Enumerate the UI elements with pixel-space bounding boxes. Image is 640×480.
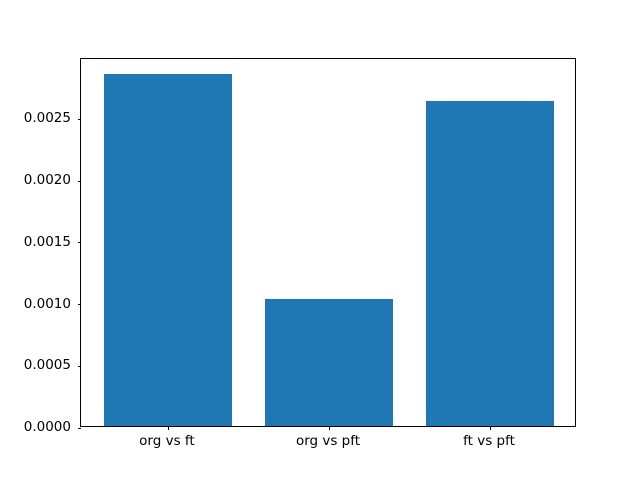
y-tick-mark (77, 427, 81, 429)
bar-ft-vs-pft (425, 101, 555, 427)
plot-area (77, 57, 576, 430)
x-tick-label-org-vs-pft: org vs pft (295, 432, 361, 449)
y-tick-mark (77, 118, 81, 120)
y-tick-mark (77, 365, 81, 367)
x-tick-label-org-vs-ft: org vs ft (139, 432, 195, 449)
y-tick-label-0.0020: 0.0020 (23, 172, 71, 189)
y-tick-mark (77, 180, 81, 182)
x-tick-mark (490, 426, 492, 430)
y-tick-label-0.0025: 0.0025 (23, 110, 71, 127)
y-tick-label-0.0010: 0.0010 (23, 295, 71, 312)
y-tick-mark (77, 304, 81, 306)
y-tick-label-0.0015: 0.0015 (23, 233, 71, 250)
bar-org-vs-ft (103, 74, 233, 427)
y-tick-label-0.0000: 0.0000 (23, 419, 71, 436)
x-tick-label-ft-vs-pft: ft vs pft (463, 432, 515, 449)
y-tick-mark (77, 242, 81, 244)
x-tick-mark (329, 426, 330, 430)
y-tick-label-0.0005: 0.0005 (23, 357, 71, 374)
bar-org-vs-pft (264, 298, 394, 427)
x-tick-mark (167, 426, 169, 430)
